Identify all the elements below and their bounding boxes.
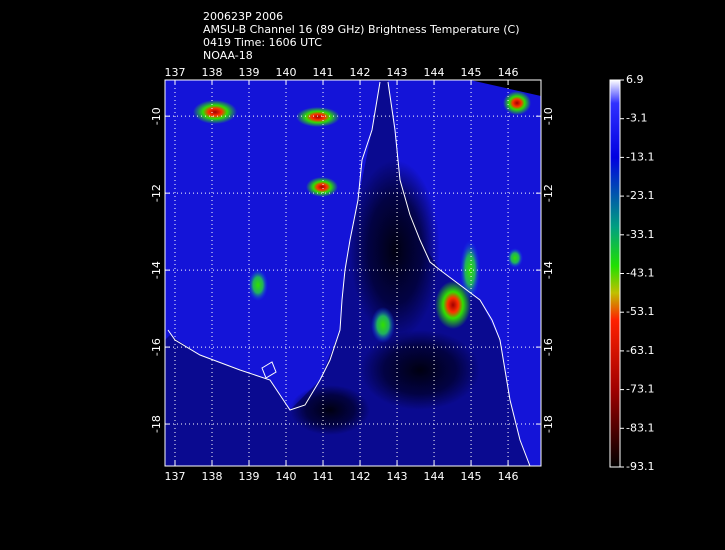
island bbox=[261, 361, 277, 379]
colorbar-label: -13.1 bbox=[626, 150, 654, 163]
lon-label: 139 bbox=[239, 66, 260, 79]
warm-spot bbox=[248, 269, 268, 301]
lat-label: -18 bbox=[150, 415, 163, 433]
colorbar-label: -23.1 bbox=[626, 189, 654, 202]
colorbar-label: -73.1 bbox=[626, 383, 654, 396]
header-line: 200623P 2006 bbox=[203, 10, 283, 23]
lon-label: 143 bbox=[387, 470, 408, 483]
colorbar-label: -83.1 bbox=[626, 421, 654, 434]
hotspot bbox=[306, 177, 338, 197]
lon-label: 137 bbox=[164, 66, 185, 79]
lon-label: 140 bbox=[276, 66, 297, 79]
lon-label: 146 bbox=[498, 66, 519, 79]
header-line: 0419 Time: 1606 UTC bbox=[203, 36, 322, 49]
hotspot bbox=[503, 91, 531, 115]
cold-area bbox=[290, 385, 370, 435]
lon-label: 145 bbox=[461, 470, 482, 483]
lon-label: 139 bbox=[239, 470, 260, 483]
lat-label: -12 bbox=[542, 184, 555, 202]
hotspot bbox=[193, 100, 237, 124]
header-line: NOAA-18 bbox=[203, 49, 253, 62]
coastline bbox=[387, 81, 531, 466]
warm-spot bbox=[507, 248, 523, 268]
lon-label: 138 bbox=[202, 66, 223, 79]
cold-area bbox=[350, 160, 440, 340]
hotspot bbox=[435, 281, 471, 329]
warm-spot bbox=[460, 240, 480, 300]
map-image bbox=[165, 80, 541, 466]
lat-label: -16 bbox=[150, 338, 163, 356]
lat-label: -18 bbox=[542, 415, 555, 433]
header-line: AMSU-B Channel 16 (89 GHz) Brightness Te… bbox=[203, 23, 520, 36]
lat-label: -14 bbox=[150, 261, 163, 279]
lon-label: 146 bbox=[498, 470, 519, 483]
warm-spot bbox=[371, 307, 395, 343]
colorbar-label: -3.1 bbox=[626, 112, 647, 125]
cold-area bbox=[360, 330, 480, 410]
map-frame bbox=[164, 79, 542, 467]
colorbar bbox=[609, 79, 621, 468]
header: 200623P 2006 AMSU-B Channel 16 (89 GHz) … bbox=[203, 10, 520, 62]
lon-label: 140 bbox=[276, 470, 297, 483]
lat-label: -14 bbox=[542, 261, 555, 279]
colorbar-label: -93.1 bbox=[626, 460, 654, 473]
lon-label: 138 bbox=[202, 470, 223, 483]
hotspot bbox=[296, 107, 340, 127]
colorbar-label: -43.1 bbox=[626, 267, 654, 280]
lon-label: 143 bbox=[387, 66, 408, 79]
colorbar-label: 6.9 bbox=[626, 73, 644, 86]
lat-label: -12 bbox=[150, 184, 163, 202]
colorbar-label: -53.1 bbox=[626, 305, 654, 318]
colorbar-label: -63.1 bbox=[626, 344, 654, 357]
lon-label: 144 bbox=[424, 66, 445, 79]
lon-label: 141 bbox=[313, 470, 334, 483]
lon-label: 137 bbox=[164, 470, 185, 483]
lon-label: 144 bbox=[424, 470, 445, 483]
lon-label: 141 bbox=[313, 66, 334, 79]
colorbar-label: -33.1 bbox=[626, 228, 654, 241]
swath-gap bbox=[470, 80, 541, 96]
lon-label: 142 bbox=[350, 470, 371, 483]
lat-label: -10 bbox=[542, 107, 555, 125]
lat-label: -16 bbox=[542, 338, 555, 356]
lat-label: -10 bbox=[150, 107, 163, 125]
lon-label: 142 bbox=[350, 66, 371, 79]
lon-label: 145 bbox=[461, 66, 482, 79]
coastline bbox=[167, 81, 381, 411]
